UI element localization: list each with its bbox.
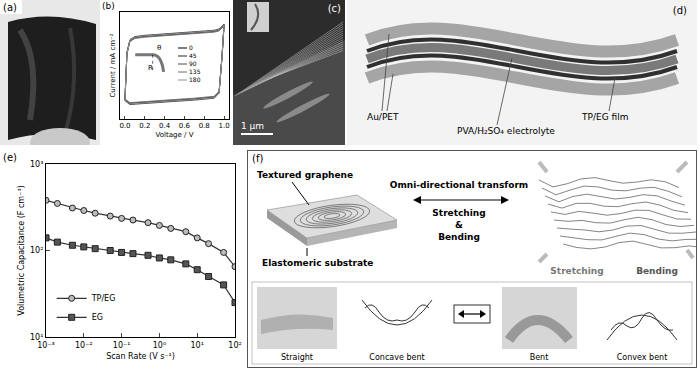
- svg-text:0.0: 0.0: [119, 122, 130, 130]
- svg-text:Bending: Bending: [636, 266, 678, 276]
- svg-text:(e): (e): [3, 152, 17, 163]
- svg-text:θ: θ: [157, 44, 161, 52]
- svg-text:90: 90: [189, 60, 197, 67]
- svg-text:Stretching: Stretching: [432, 208, 485, 218]
- svg-text:(d): (d): [673, 5, 687, 16]
- svg-text:10⁻¹: 10⁻¹: [113, 341, 131, 350]
- svg-text:TP/EG: TP/EG: [91, 294, 116, 303]
- svg-text:Straight: Straight: [281, 353, 313, 362]
- svg-text:EG: EG: [92, 313, 103, 322]
- svg-text:1.0: 1.0: [218, 122, 229, 130]
- svg-text:0.6: 0.6: [179, 122, 191, 130]
- svg-text:1 μm: 1 μm: [241, 121, 264, 131]
- svg-text:10³: 10³: [30, 160, 43, 169]
- svg-text:Stretching: Stretching: [550, 266, 603, 276]
- svg-text:Elastomeric substrate: Elastomeric substrate: [262, 258, 373, 268]
- svg-text:0: 0: [189, 44, 193, 51]
- svg-text:Bent: Bent: [530, 353, 549, 362]
- svg-text:0.4: 0.4: [159, 122, 171, 130]
- svg-text:10¹: 10¹: [191, 341, 204, 350]
- svg-text:Voltage / V: Voltage / V: [156, 131, 194, 139]
- svg-text:0.8: 0.8: [199, 122, 210, 130]
- svg-text:Textured graphene: Textured graphene: [257, 170, 353, 180]
- svg-text:Omni-directional transform: Omni-directional transform: [390, 180, 528, 190]
- svg-text:Volumetric Capacitance (F cm⁻³: Volumetric Capacitance (F cm⁻³): [17, 185, 26, 315]
- svg-text:10²: 10²: [30, 246, 43, 255]
- svg-text:(c): (c): [328, 3, 341, 14]
- svg-text:0.2: 0.2: [139, 122, 150, 130]
- svg-text:Scan Rate (V s⁻¹): Scan Rate (V s⁻¹): [106, 352, 175, 361]
- svg-text:(b): (b): [102, 1, 115, 11]
- svg-text:10²: 10²: [228, 341, 241, 350]
- svg-text:Bending: Bending: [438, 232, 480, 242]
- svg-text:(a): (a): [3, 2, 17, 13]
- svg-text:10⁰: 10⁰: [153, 341, 166, 350]
- svg-text:&: &: [455, 220, 463, 230]
- svg-text:Au/PET: Au/PET: [367, 112, 399, 122]
- svg-text:TP/EG film: TP/EG film: [581, 112, 628, 122]
- svg-text:Current / mA cm⁻²: Current / mA cm⁻²: [109, 33, 117, 97]
- svg-text:10⁻²: 10⁻²: [75, 341, 93, 350]
- svg-text:10⁻³: 10⁻³: [37, 341, 55, 350]
- svg-text:PVA/H₂SO₄ electrolyte: PVA/H₂SO₄ electrolyte: [457, 126, 555, 136]
- svg-text:Convex bent: Convex bent: [617, 353, 668, 362]
- svg-text:R: R: [148, 64, 153, 72]
- svg-text:180: 180: [189, 76, 201, 83]
- svg-text:135: 135: [189, 68, 201, 75]
- svg-text:45: 45: [189, 52, 197, 59]
- svg-text:Concave bent: Concave bent: [369, 353, 424, 362]
- svg-text:10¹: 10¹: [30, 333, 43, 342]
- svg-text:(f): (f): [252, 153, 263, 164]
